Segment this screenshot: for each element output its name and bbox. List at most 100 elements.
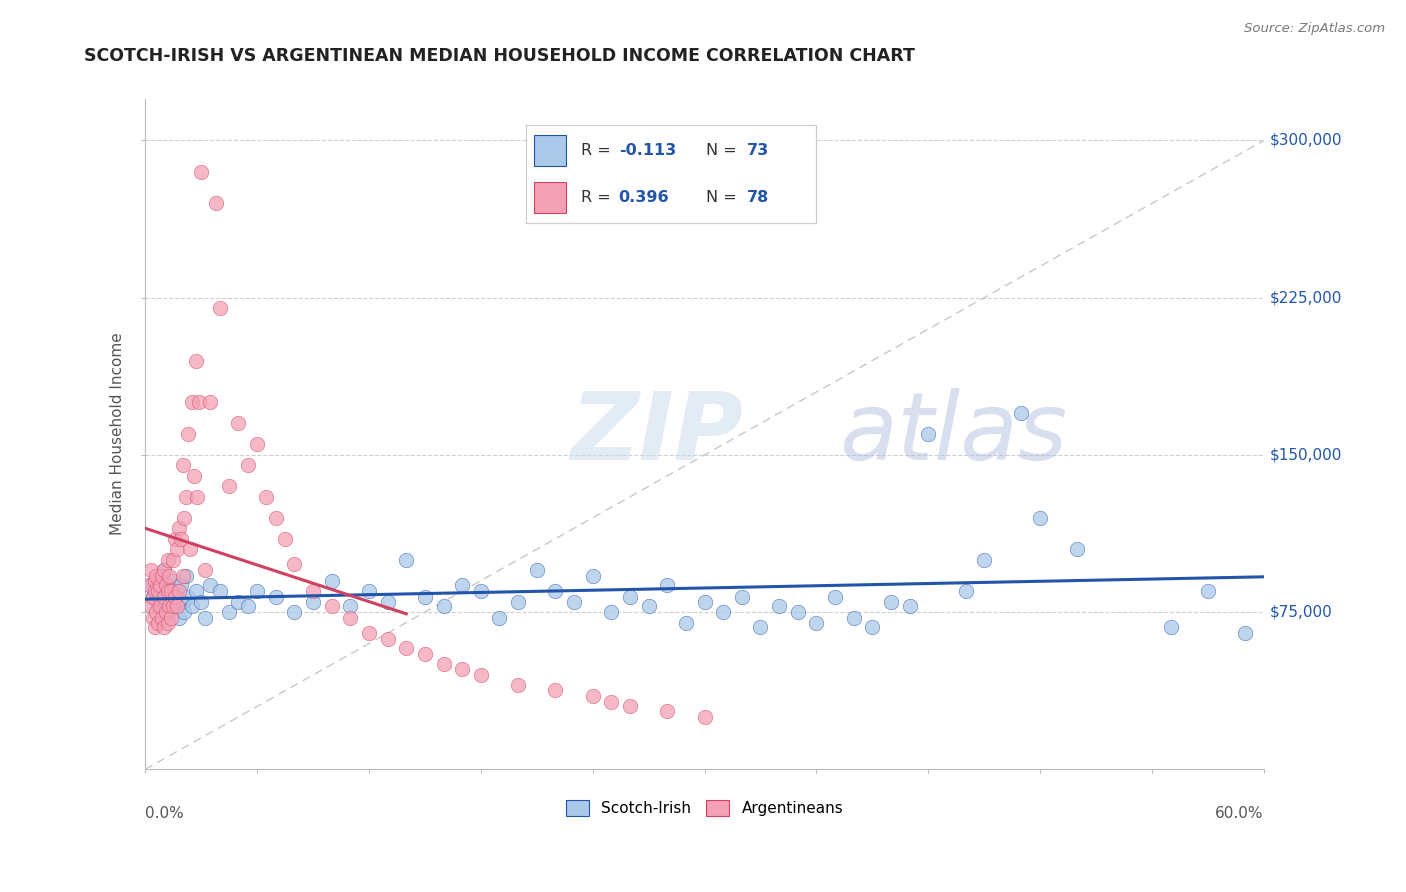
Point	[302, 594, 325, 608]
Point	[842, 611, 865, 625]
Point	[806, 615, 828, 630]
Point	[194, 611, 217, 625]
Point	[179, 542, 201, 557]
Point	[167, 521, 190, 535]
Point	[506, 594, 529, 608]
Point	[973, 552, 995, 566]
Point	[145, 605, 167, 619]
Point	[167, 611, 190, 625]
Point	[165, 532, 187, 546]
Point	[148, 599, 170, 613]
Point	[190, 165, 212, 179]
Point	[693, 710, 716, 724]
Point	[142, 591, 165, 605]
Point	[526, 563, 548, 577]
Point	[166, 542, 188, 557]
Point	[208, 584, 231, 599]
Point	[637, 599, 659, 613]
Point	[339, 599, 361, 613]
Point	[1160, 620, 1182, 634]
Point	[264, 591, 287, 605]
Point	[156, 615, 179, 630]
Point	[657, 704, 679, 718]
Point	[142, 591, 165, 605]
Point	[169, 578, 191, 592]
Point	[506, 678, 529, 692]
Point	[302, 584, 325, 599]
Point	[180, 599, 202, 613]
Point	[1066, 542, 1088, 557]
Point	[657, 578, 679, 592]
Point	[180, 395, 202, 409]
Point	[246, 584, 269, 599]
Point	[150, 611, 173, 625]
Text: $150,000: $150,000	[1270, 448, 1341, 462]
Point	[321, 574, 343, 588]
Point	[1011, 406, 1033, 420]
Point	[148, 584, 170, 599]
Point	[149, 569, 172, 583]
Point	[1197, 584, 1219, 599]
Point	[165, 599, 187, 613]
Point	[139, 563, 162, 577]
Point	[236, 599, 259, 613]
Point	[183, 468, 205, 483]
Point	[432, 599, 454, 613]
Point	[172, 569, 194, 583]
Point	[159, 569, 181, 583]
Point	[377, 594, 399, 608]
Point	[153, 563, 176, 577]
Y-axis label: Median Household Income: Median Household Income	[110, 333, 125, 535]
Point	[159, 599, 181, 613]
Point	[173, 510, 195, 524]
Point	[155, 605, 177, 619]
Point	[786, 605, 808, 619]
Point	[153, 620, 176, 634]
Point	[184, 584, 207, 599]
Point	[254, 490, 277, 504]
Point	[228, 417, 250, 431]
Point	[562, 594, 585, 608]
Point	[200, 578, 222, 592]
Point	[186, 490, 208, 504]
Point	[160, 584, 183, 599]
Point	[174, 490, 197, 504]
Point	[395, 552, 418, 566]
Point	[177, 426, 200, 441]
Point	[413, 591, 436, 605]
Point	[153, 563, 176, 577]
Text: ZIP: ZIP	[571, 388, 744, 480]
Point	[860, 620, 883, 634]
Point	[432, 657, 454, 672]
Text: 60.0%: 60.0%	[1215, 806, 1264, 822]
Point	[172, 594, 194, 608]
Point	[898, 599, 921, 613]
Point	[544, 584, 567, 599]
Point	[880, 594, 903, 608]
Point	[357, 626, 380, 640]
Point	[488, 611, 510, 625]
Point	[236, 458, 259, 473]
Point	[143, 574, 166, 588]
Point	[264, 510, 287, 524]
Point	[451, 662, 474, 676]
Point	[150, 569, 173, 583]
Point	[339, 611, 361, 625]
Point	[167, 584, 190, 599]
Point	[205, 196, 228, 211]
Point	[413, 647, 436, 661]
Point	[166, 584, 188, 599]
Point	[165, 591, 187, 605]
Point	[139, 578, 162, 592]
Point	[711, 605, 734, 619]
Point	[174, 569, 197, 583]
Point	[582, 689, 605, 703]
Point	[149, 578, 172, 592]
Point	[162, 599, 184, 613]
Point	[169, 532, 191, 546]
Point	[768, 599, 790, 613]
Point	[143, 620, 166, 634]
Point	[150, 594, 173, 608]
Point	[148, 615, 170, 630]
Point	[156, 552, 179, 566]
